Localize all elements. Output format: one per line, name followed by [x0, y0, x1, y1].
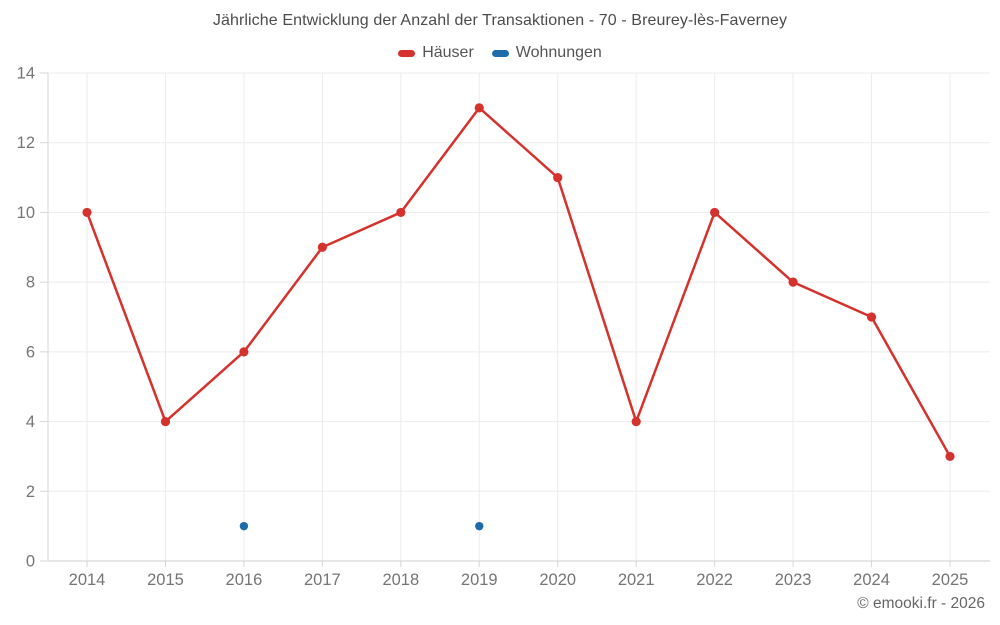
- y-axis-tick-label: 6: [26, 343, 35, 361]
- data-point-häuser[interactable]: [82, 207, 92, 218]
- chart-legend: Häuser Wohnungen: [0, 44, 1000, 62]
- x-axis-tick-label: 2019: [461, 571, 498, 589]
- data-point-häuser[interactable]: [474, 103, 484, 113]
- y-axis-tick-label: 2: [26, 483, 35, 501]
- wohnungen-swatch-icon: [491, 49, 509, 57]
- haeuser-swatch-icon: [398, 49, 416, 57]
- data-point-häuser[interactable]: [631, 416, 641, 427]
- y-axis-tick-label: 0: [26, 553, 35, 571]
- x-axis-tick-label: 2023: [775, 571, 812, 589]
- legend-label-haeuser: Häuser: [422, 44, 474, 61]
- data-point-wohnungen[interactable]: [475, 521, 484, 531]
- x-axis-tick-label: 2018: [382, 571, 419, 589]
- legend-item-wohnungen[interactable]: Wohnungen: [491, 44, 602, 62]
- y-axis-tick-label: 12: [17, 134, 35, 152]
- data-point-häuser[interactable]: [160, 416, 171, 427]
- x-axis-tick-label: 2025: [932, 571, 969, 589]
- x-axis-tick-label: 2014: [69, 571, 106, 589]
- y-axis-tick-label: 8: [26, 274, 35, 292]
- x-axis-tick-label: 2021: [618, 571, 655, 589]
- legend-label-wohnungen: Wohnungen: [515, 44, 602, 61]
- copyright-text: © emooki.fr - 2026: [857, 595, 985, 612]
- data-point-häuser[interactable]: [945, 451, 955, 462]
- y-axis-tick-label: 14: [17, 65, 35, 83]
- legend-item-haeuser[interactable]: Häuser: [398, 44, 474, 62]
- x-axis-tick-label: 2022: [696, 571, 733, 589]
- x-axis-tick-label: 2024: [853, 571, 890, 589]
- data-point-häuser[interactable]: [239, 347, 249, 357]
- x-axis-tick-label: 2015: [147, 571, 184, 589]
- chart-title: Jährliche Entwicklung der Anzahl der Tra…: [212, 12, 788, 29]
- data-point-häuser[interactable]: [553, 172, 563, 183]
- data-point-häuser[interactable]: [396, 207, 406, 218]
- data-point-häuser[interactable]: [317, 242, 327, 252]
- data-point-häuser[interactable]: [866, 312, 877, 322]
- data-point-häuser[interactable]: [710, 207, 720, 218]
- x-axis-tick-label: 2020: [539, 571, 576, 589]
- data-point-häuser[interactable]: [788, 277, 798, 287]
- y-axis-tick-label: 4: [26, 413, 35, 431]
- data-point-wohnungen[interactable]: [239, 521, 249, 531]
- series-line-häuser: [85, 106, 952, 458]
- x-axis-tick-label: 2017: [304, 571, 341, 589]
- y-axis-tick-label: 10: [17, 204, 35, 222]
- x-axis-tick-label: 2016: [226, 571, 263, 589]
